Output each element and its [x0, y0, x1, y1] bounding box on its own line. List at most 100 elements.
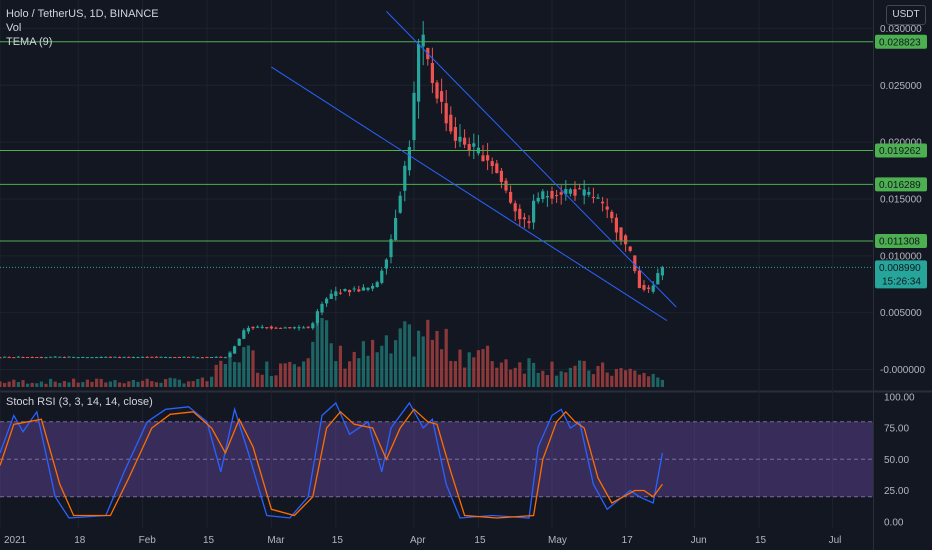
candle-body [329, 293, 333, 299]
volume-bar [380, 345, 384, 387]
candle-body [605, 206, 609, 210]
volume-bar [375, 352, 379, 387]
candle-body [30, 356, 34, 358]
volume-bar [329, 343, 333, 387]
volume-bar [242, 347, 246, 387]
candle-body [398, 195, 402, 213]
candle-body [49, 356, 53, 358]
volume-bar [49, 378, 53, 387]
volume-bar [656, 377, 660, 387]
candle-body [306, 326, 310, 328]
volume-bar [573, 365, 577, 387]
symbol-title: Holo / TetherUS, 1D, BINANCE [6, 8, 159, 20]
candle-body [651, 285, 655, 292]
candle-body [150, 356, 154, 358]
candle-body [384, 259, 388, 269]
candle-body [62, 356, 66, 358]
channel-line [271, 66, 668, 322]
volume-bar [283, 363, 287, 387]
candle-body [325, 298, 329, 304]
level-price-badge [875, 177, 927, 192]
candle-body [348, 290, 352, 293]
candle-body [7, 357, 11, 359]
candle-body [573, 189, 577, 196]
volume-bar [95, 378, 99, 387]
candle-body [361, 287, 365, 291]
candle-body [154, 356, 158, 358]
volume-bar [371, 339, 375, 387]
volume-bar [564, 372, 568, 387]
volume-bar [325, 320, 329, 387]
candle-body [251, 327, 255, 329]
candle-body [200, 357, 204, 359]
volume-bar [136, 381, 140, 387]
volume-bar [315, 321, 319, 387]
volume-bar [306, 358, 310, 387]
volume-bar [407, 324, 411, 387]
volume-bar [545, 375, 549, 387]
volume-bar [352, 351, 356, 387]
candle-body [403, 165, 407, 191]
candle-body [53, 356, 57, 358]
candle-body [85, 357, 89, 359]
rsi-tick-label: 100.00 [884, 392, 915, 403]
volume-bar [85, 379, 89, 387]
volume-bar [348, 361, 352, 387]
volume-bar [44, 383, 48, 387]
volume-bar [403, 321, 407, 387]
candle-body [499, 170, 503, 183]
current-price-label: 0.008990 [879, 263, 921, 274]
volume-bar [210, 376, 214, 387]
volume-bar [647, 376, 651, 387]
volume-bar [651, 373, 655, 387]
candle-body [513, 203, 517, 212]
volume-bar [131, 379, 135, 387]
candle-body [127, 356, 131, 358]
volume-bar [463, 367, 467, 387]
axes: 0.030000 0.025000 0.020000 0.015000 0.010000… [4, 24, 927, 546]
candle-body [228, 353, 232, 357]
time-tick-label: Jun [691, 535, 707, 546]
candle-body [297, 327, 301, 329]
candle-body [532, 200, 536, 223]
candle-body [338, 292, 342, 294]
price-tick-label: 0.025000 [880, 81, 922, 92]
volume-bar [587, 370, 591, 387]
candle-body [191, 356, 195, 358]
level-price-badge [875, 34, 927, 49]
level-price-badge [875, 233, 927, 248]
volume-bar [260, 374, 264, 387]
candle-body [458, 136, 462, 142]
candle-body [467, 144, 471, 151]
candle-body [536, 197, 540, 202]
volume-bar [417, 330, 421, 387]
volume-bar [233, 361, 237, 387]
candle-body [0, 357, 2, 359]
time-tick-label: Mar [267, 535, 285, 546]
channel-line [386, 11, 677, 308]
candle-body [159, 356, 163, 358]
volume-bar [108, 381, 112, 387]
candle-body [12, 357, 16, 359]
candle-body [518, 208, 522, 220]
volume-bar [3, 382, 7, 387]
volume-bar [509, 369, 513, 387]
candle-body [481, 155, 485, 162]
level-price-badge-label: 0.028823 [879, 37, 921, 48]
candle-body [260, 326, 264, 328]
volume-bar [30, 382, 34, 387]
rsi-tick-label: 0.00 [884, 517, 904, 528]
candle-body [320, 303, 324, 313]
volume-bar [7, 381, 11, 387]
currency-button[interactable]: USDT [886, 5, 926, 25]
volume-bar [205, 381, 209, 387]
volume-bar [605, 372, 609, 387]
volume-bar [118, 382, 122, 387]
volume-bar [141, 380, 145, 387]
volume-bar [522, 373, 526, 387]
candle-body [196, 357, 200, 359]
candle-body [366, 287, 370, 290]
volume-bar [596, 365, 600, 387]
